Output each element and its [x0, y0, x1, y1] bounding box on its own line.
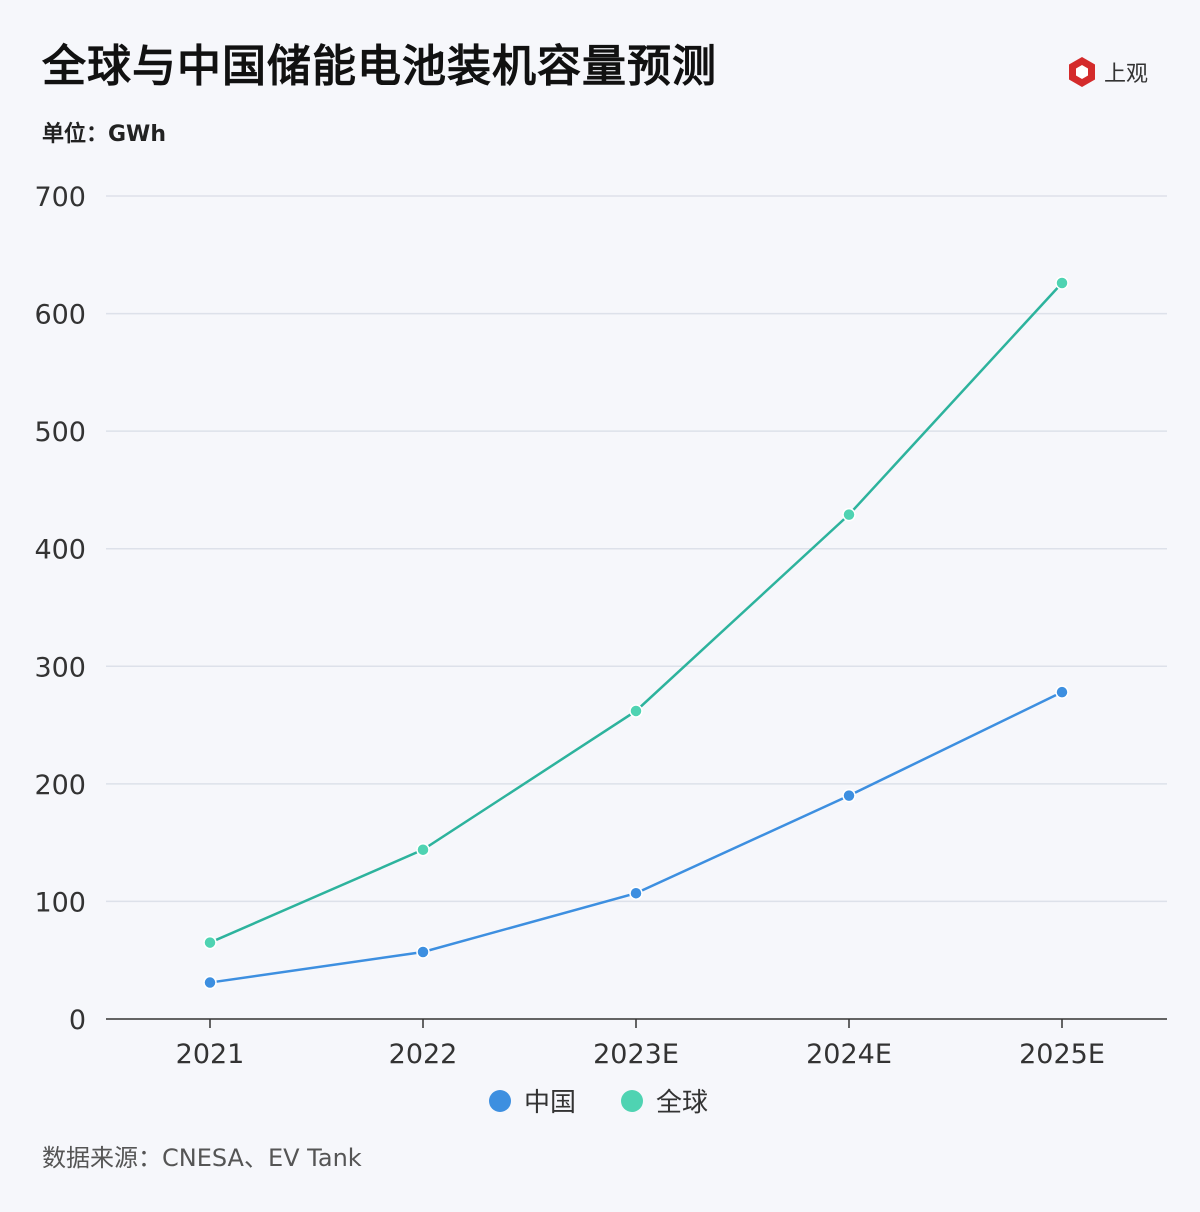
legend-marker — [489, 1090, 511, 1112]
data-point — [842, 507, 856, 522]
y-tick-label: 700 — [34, 182, 86, 213]
data-point — [842, 788, 856, 803]
data-point — [416, 945, 430, 959]
hexagon-logo-icon — [1069, 57, 1095, 87]
logo-text: 上观 — [1104, 62, 1149, 87]
data-point — [203, 975, 217, 990]
y-tick-label: 600 — [34, 300, 86, 331]
x-tick-label: 2021 — [176, 1039, 245, 1070]
source-note: 数据来源：CNESA、EV Tank — [42, 1144, 362, 1172]
series-line-中国 — [209, 691, 1063, 984]
chart-title: 全球与中国储能电池装机容量预测 — [42, 41, 717, 92]
x-tick-label: 2022 — [389, 1039, 458, 1070]
data-point — [1055, 276, 1069, 290]
x-tick-label: 2024E — [806, 1039, 892, 1070]
unit-label: 单位：GWh — [42, 122, 166, 147]
y-tick-label: 200 — [34, 770, 86, 801]
logo: 上观 — [1066, 56, 1148, 88]
data-point — [203, 935, 217, 950]
x-tick-label: 2025E — [1019, 1039, 1105, 1070]
series-line-全球 — [209, 282, 1063, 944]
y-tick-label: 0 — [69, 1005, 86, 1036]
data-point — [629, 886, 643, 900]
y-tick-label: 100 — [34, 887, 86, 918]
y-tick-label: 400 — [34, 535, 86, 566]
data-point — [1055, 685, 1069, 699]
legend-marker — [621, 1090, 643, 1112]
legend-label: 全球 — [656, 1088, 708, 1118]
data-point — [416, 842, 430, 857]
legend-label: 中国 — [524, 1088, 576, 1118]
x-tick-label: 2023E — [593, 1039, 679, 1070]
y-tick-label: 300 — [34, 652, 86, 683]
data-point — [629, 704, 643, 718]
y-tick-label: 500 — [34, 417, 86, 448]
